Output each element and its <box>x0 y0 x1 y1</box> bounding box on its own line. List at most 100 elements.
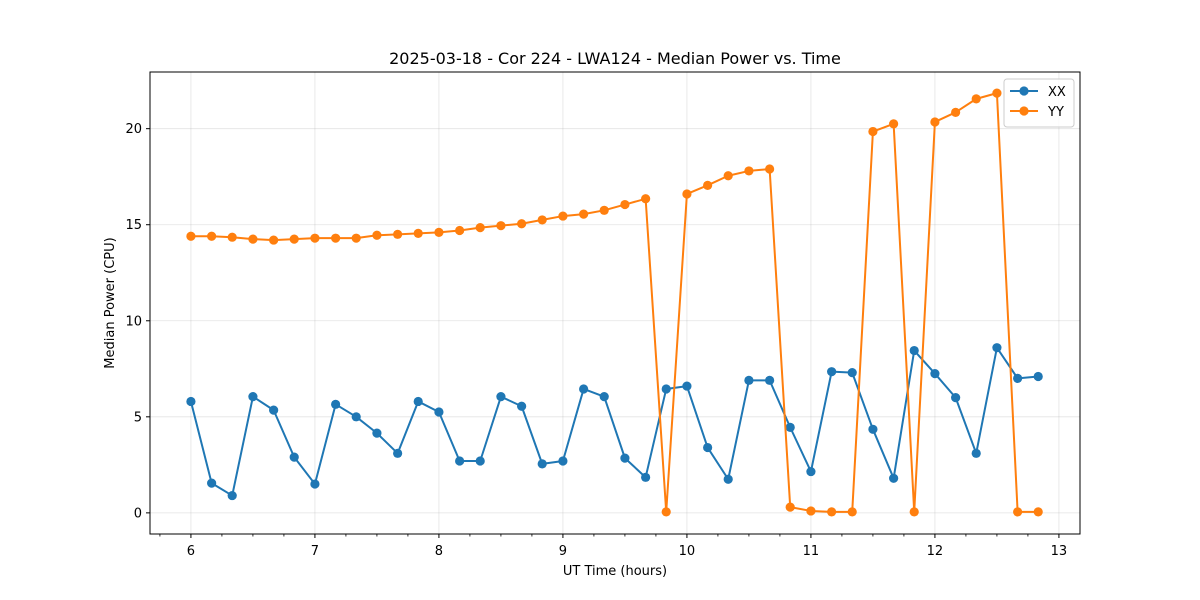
legend-label-xx: XX <box>1048 85 1066 100</box>
data-point-xx <box>537 459 547 469</box>
legend: XX YY <box>1003 78 1075 128</box>
data-point-yy <box>909 507 919 517</box>
data-point-xx <box>248 392 258 402</box>
y-tick-label: 20 <box>125 122 142 137</box>
data-point-xx <box>496 392 506 402</box>
data-point-xx <box>951 393 961 403</box>
data-point-yy <box>496 221 506 231</box>
data-point-xx <box>806 466 816 477</box>
data-point-yy <box>289 234 299 244</box>
x-tick-label: 9 <box>559 544 567 559</box>
data-point-xx <box>455 456 465 466</box>
data-point-yy <box>930 117 940 127</box>
data-point-yy <box>765 164 775 174</box>
data-point-yy <box>723 171 733 181</box>
data-point-xx <box>579 384 589 394</box>
data-point-xx <box>992 343 1002 353</box>
data-point-xx <box>930 368 940 379</box>
data-point-yy <box>889 119 899 129</box>
data-point-xx <box>289 452 299 462</box>
data-point-xx <box>909 345 919 356</box>
data-point-yy <box>517 219 527 229</box>
data-point-xx <box>351 412 361 422</box>
data-point-xx <box>558 456 568 466</box>
data-point-yy <box>620 199 630 210</box>
x-tick-label: 13 <box>1051 544 1068 559</box>
data-point-yy <box>744 166 754 176</box>
legend-label-yy: YY <box>1047 105 1064 120</box>
data-point-xx <box>620 453 630 463</box>
data-point-yy <box>351 233 361 243</box>
legend-marker-yy <box>1019 106 1029 116</box>
data-point-yy <box>331 233 341 243</box>
data-point-xx <box>641 472 651 482</box>
data-point-yy <box>868 126 878 137</box>
data-point-xx <box>434 407 444 417</box>
data-point-xx <box>703 442 713 453</box>
x-tick-label: 11 <box>803 544 820 559</box>
data-point-xx <box>599 392 609 402</box>
axis-ticks: 6 7 8 9 10 11 12 13 0 5 10 15 20 <box>125 122 1067 559</box>
data-point-yy <box>661 507 671 517</box>
data-point-xx <box>682 381 692 391</box>
data-point-yy <box>682 189 692 199</box>
data-point-xx <box>331 399 341 409</box>
data-point-xx <box>765 375 775 385</box>
grid <box>150 72 1080 534</box>
data-point-yy <box>455 225 465 236</box>
x-tick-label: 6 <box>187 544 195 559</box>
data-point-yy <box>558 211 568 221</box>
data-point-yy <box>847 507 857 517</box>
data-point-xx <box>661 384 671 394</box>
data-point-yy <box>372 230 382 240</box>
data-point-yy <box>475 223 485 233</box>
y-axis-label: Median Power (CPU) <box>103 237 118 368</box>
data-point-yy <box>599 205 609 215</box>
data-point-xx <box>227 490 237 501</box>
data-point-xx <box>413 396 423 407</box>
data-point-xx <box>723 474 733 484</box>
data-point-xx <box>475 456 485 466</box>
y-tick-label: 10 <box>125 314 142 329</box>
data-point-yy <box>641 194 651 204</box>
data-point-yy <box>703 180 713 190</box>
data-point-xx <box>310 479 320 489</box>
data-point-xx <box>889 473 899 483</box>
x-tick-label: 12 <box>927 544 944 559</box>
data-point-xx <box>1033 371 1043 382</box>
data-point-yy <box>310 233 320 243</box>
data-point-yy <box>269 235 279 245</box>
data-point-xx <box>1013 373 1023 383</box>
data-point-xx <box>827 367 837 377</box>
y-tick-label: 15 <box>125 218 142 233</box>
data-point-xx <box>971 448 981 458</box>
data-point-xx <box>744 375 754 385</box>
plot-frame <box>149 71 1081 535</box>
data-point-yy <box>1013 507 1023 517</box>
data-point-yy <box>186 231 196 241</box>
data-point-yy <box>537 215 547 225</box>
chart-title: 2025-03-18 - Cor 224 - LWA124 - Median P… <box>389 49 841 68</box>
data-point-yy <box>434 227 444 238</box>
data-point-xx <box>372 428 382 438</box>
data-point-yy <box>785 502 795 512</box>
x-tick-label: 10 <box>679 544 696 559</box>
data-point-yy <box>227 232 237 242</box>
x-tick-label: 8 <box>435 544 443 559</box>
data-point-yy <box>951 107 961 117</box>
data-point-yy <box>971 94 981 104</box>
x-tick-label: 7 <box>311 544 319 559</box>
data-point-xx <box>186 396 196 407</box>
plot-series <box>186 88 1043 517</box>
data-point-yy <box>992 88 1002 98</box>
data-point-yy <box>827 507 837 517</box>
data-point-yy <box>1033 507 1043 517</box>
data-point-xx <box>847 368 857 378</box>
y-tick-label: 0 <box>134 506 142 521</box>
data-point-xx <box>517 401 527 411</box>
data-point-yy <box>579 209 589 219</box>
data-point-xx <box>393 448 403 458</box>
y-tick-label: 5 <box>134 410 142 425</box>
data-point-yy <box>393 229 403 239</box>
